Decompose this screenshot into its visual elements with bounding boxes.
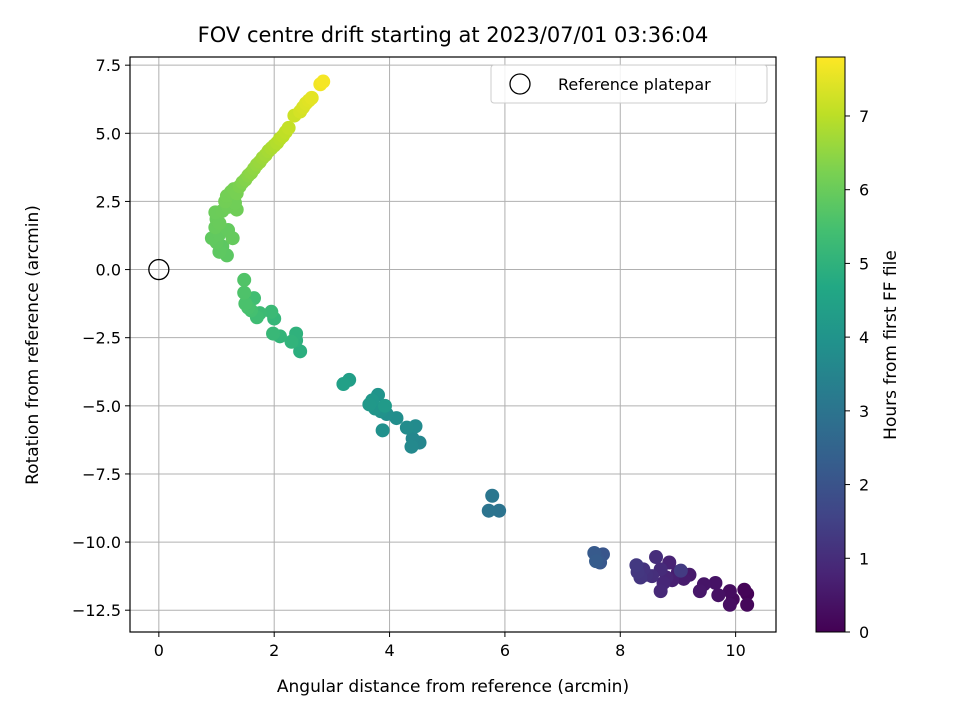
data-point	[708, 575, 723, 590]
y-tick-label: 0.0	[96, 261, 121, 280]
x-tick-label: 6	[500, 641, 510, 660]
y-tick-label: 5.0	[96, 124, 121, 143]
legend-marker-reference	[509, 73, 531, 95]
data-point	[304, 90, 319, 105]
data-point	[293, 344, 308, 359]
reference-platepar-marker	[148, 258, 170, 281]
data-point	[589, 554, 604, 569]
data-point	[281, 120, 296, 135]
y-axis-label: Rotation from reference (arcmin)	[23, 205, 43, 485]
data-point	[375, 423, 390, 438]
legend-box	[490, 64, 768, 104]
colorbar-tick-label: 6	[859, 181, 869, 200]
plot-frame	[129, 56, 777, 633]
data-point	[266, 326, 281, 341]
y-tick-label: −10.0	[72, 533, 121, 552]
data-point	[737, 582, 752, 597]
colorbar-gradient	[815, 56, 846, 633]
colorbar-tick-label: 1	[859, 549, 869, 568]
data-point	[212, 216, 227, 231]
data-point	[404, 439, 419, 454]
data-point	[711, 588, 726, 603]
legend-entry-reference: Reference platepar	[558, 75, 711, 94]
data-point	[722, 584, 737, 599]
x-tick-label: 2	[269, 641, 279, 660]
x-tick-label: 8	[615, 641, 625, 660]
colorbar: 0 1 2 3 4 5 6 7 Hours from first FF file	[815, 56, 901, 642]
y-tick-label: −5.0	[82, 397, 121, 416]
y-tick-label: −2.5	[82, 329, 121, 348]
colorbar-tick-label: 0	[859, 623, 869, 642]
data-point	[740, 597, 755, 612]
data-point	[225, 231, 240, 246]
plot-points	[148, 74, 755, 612]
data-point	[284, 334, 299, 349]
data-point	[485, 488, 500, 503]
colorbar-tick-label: 5	[859, 254, 869, 273]
data-point	[316, 74, 331, 89]
data-point	[336, 377, 351, 392]
data-point	[377, 398, 392, 413]
grid	[130, 57, 776, 632]
colorbar-tick-label: 7	[859, 107, 869, 126]
chart-title: FOV centre drift starting at 2023/07/01 …	[198, 23, 709, 47]
x-axis: 0 2 4 6 8 10	[154, 632, 746, 660]
data-point	[653, 584, 668, 599]
colorbar-ticks: 0 1 2 3 4 5 6 7	[845, 107, 869, 642]
data-point	[722, 597, 737, 612]
data-point	[238, 296, 253, 311]
x-axis-label: Angular distance from reference (arcmin)	[277, 677, 629, 697]
y-tick-label: −7.5	[82, 465, 121, 484]
data-point	[649, 550, 664, 565]
data-point	[692, 584, 707, 599]
y-tick-label: 2.5	[96, 192, 121, 211]
x-tick-label: 4	[384, 641, 394, 660]
colorbar-label: Hours from first FF file	[881, 250, 901, 440]
y-axis: −12.5 −10.0 −7.5 −5.0 −2.5 0.0 2.5 5.0 7.5	[72, 56, 130, 620]
data-point	[264, 304, 279, 319]
data-point	[237, 272, 252, 287]
x-tick-label: 0	[154, 641, 164, 660]
colorbar-tick-label: 2	[859, 476, 869, 495]
data-point	[673, 563, 688, 578]
data-point	[492, 503, 507, 518]
data-point	[362, 397, 377, 412]
data-point	[237, 285, 252, 300]
colorbar-tick-label: 4	[859, 328, 869, 347]
y-tick-label: −12.5	[72, 601, 121, 620]
colorbar-tick-label: 3	[859, 402, 869, 421]
data-point	[629, 558, 644, 573]
y-tick-label: 7.5	[96, 56, 121, 75]
legend: Reference platepar	[490, 64, 768, 104]
data-point	[481, 503, 496, 518]
x-tick-label: 10	[725, 641, 745, 660]
data-point	[399, 420, 414, 435]
